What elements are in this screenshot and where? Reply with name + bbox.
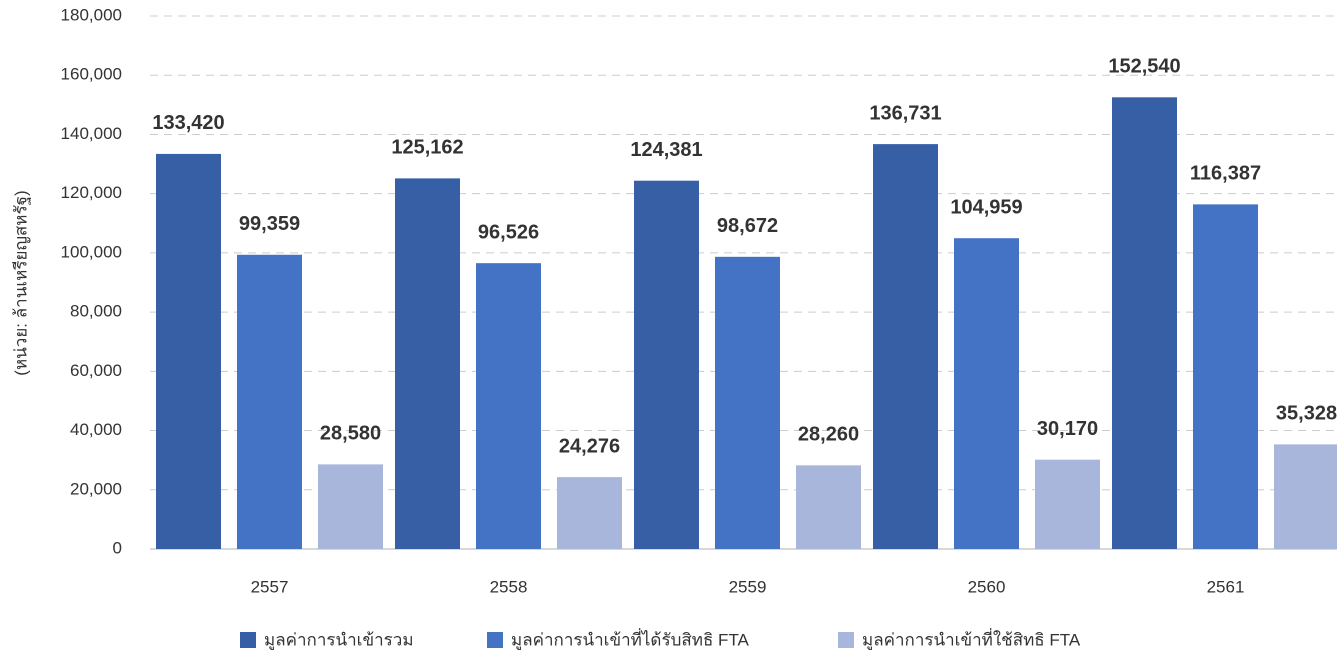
- data-label: 136,731: [869, 102, 941, 124]
- y-tick-label: 20,000: [70, 479, 122, 498]
- x-tick-label: 2559: [729, 577, 767, 596]
- bar: [1112, 97, 1177, 550]
- data-label: 99,359: [239, 213, 300, 235]
- y-tick-label: 0: [113, 538, 122, 557]
- bar: [237, 254, 302, 549]
- bar: [1274, 444, 1337, 549]
- data-label: 24,276: [559, 435, 620, 457]
- data-label: 124,381: [630, 139, 702, 161]
- bar: [1035, 459, 1100, 549]
- bar: [557, 477, 622, 549]
- data-label: 152,540: [1108, 56, 1180, 78]
- bar: [634, 180, 699, 550]
- y-tick-label: 180,000: [61, 5, 122, 24]
- y-tick-label: 100,000: [61, 242, 122, 261]
- x-tick-label: 2561: [1207, 577, 1245, 596]
- data-label: 96,526: [478, 221, 539, 243]
- data-label: 30,170: [1037, 418, 1098, 440]
- x-tick-label: 2560: [968, 577, 1006, 596]
- legend-label: มูลค่าการนำเข้าที่ใช้สิทธิ FTA: [862, 627, 1081, 650]
- legend-label: มูลค่าการนำเข้าที่ได้รับสิทธิ FTA: [511, 627, 750, 650]
- y-tick-label: 40,000: [70, 420, 122, 439]
- legend-label: มูลค่าการนำเข้ารวม: [264, 630, 414, 650]
- y-axis-label: (หน่วย: ล้านเหรียญสหรัฐ): [11, 190, 31, 375]
- bar: [873, 144, 938, 549]
- data-label: 28,580: [320, 423, 381, 445]
- data-label: 133,420: [152, 112, 224, 134]
- bar: [954, 238, 1019, 549]
- bar: [796, 465, 861, 549]
- data-label: 35,328: [1276, 403, 1337, 425]
- legend-swatch: [240, 632, 256, 648]
- data-label: 104,959: [950, 196, 1022, 218]
- y-tick-label: 120,000: [61, 183, 122, 202]
- x-tick-label: 2557: [251, 577, 289, 596]
- y-tick-label: 60,000: [70, 361, 122, 380]
- x-tick-label: 2558: [490, 577, 528, 596]
- legend-swatch: [487, 632, 503, 648]
- data-label: 125,162: [391, 137, 463, 159]
- data-label: 116,387: [1190, 163, 1261, 185]
- y-tick-label: 140,000: [61, 124, 122, 143]
- y-tick-label: 80,000: [70, 302, 122, 321]
- legend-swatch: [838, 632, 854, 648]
- bar: [395, 178, 460, 549]
- y-tick-label: 160,000: [61, 65, 122, 84]
- bar: [156, 153, 221, 549]
- bar: [715, 256, 780, 549]
- data-label: 98,672: [717, 215, 778, 237]
- bar: [476, 263, 541, 549]
- bar: [1193, 204, 1258, 549]
- bar: [318, 464, 383, 549]
- data-label: 28,260: [798, 424, 859, 446]
